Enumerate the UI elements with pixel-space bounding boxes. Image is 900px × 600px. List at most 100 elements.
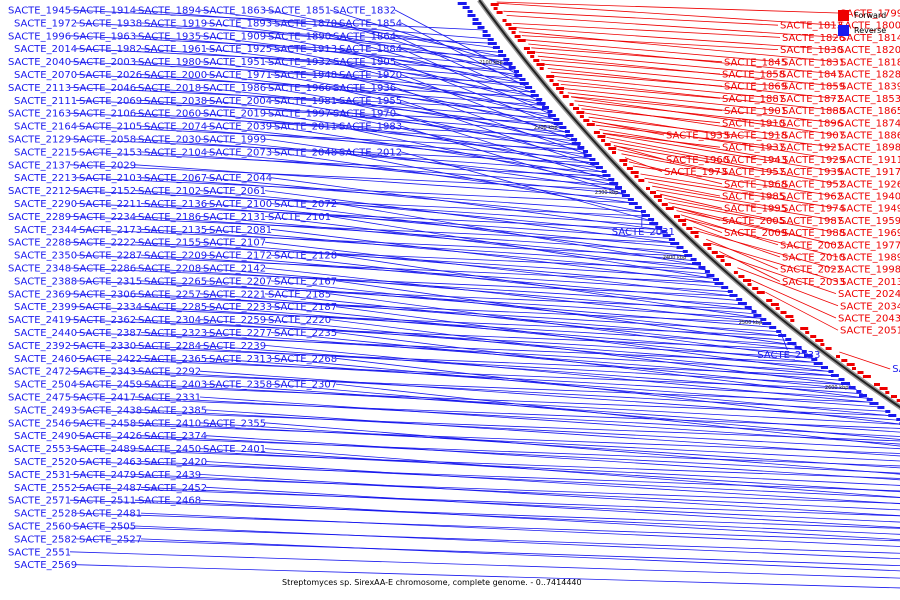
reverse-gene-block [692, 262, 701, 265]
forward-gene-label: SACTE_1933 [666, 131, 729, 142]
reverse-gene-line [69, 61, 526, 84]
reverse-gene-line [134, 293, 780, 332]
reverse-gene-line [69, 422, 900, 454]
reverse-gene-block [737, 302, 747, 305]
reverse-gene-block [721, 286, 729, 289]
forward-gene-block [879, 387, 888, 390]
reverse-gene-label: SACTE_2058 [73, 135, 136, 146]
reverse-gene-label: SACTE_2000 [144, 70, 207, 81]
reverse-gene-label: SACTE_2289 [8, 212, 71, 223]
forward-gene-label: SACTE_1937 [722, 143, 785, 154]
reverse-gene-label: SACTE_2284 [138, 341, 201, 352]
reverse-gene-block [662, 234, 671, 237]
forward-gene-block [556, 87, 565, 90]
reverse-gene-block [841, 382, 850, 385]
reverse-gene-block [642, 214, 650, 217]
reverse-gene-label: SACTE_2105 [79, 122, 142, 133]
forward-gene-block [549, 79, 554, 82]
forward-gene-label: SACTE_1820 [838, 45, 900, 56]
reverse-gene-label: SACTE_1951 [203, 57, 266, 68]
forward-gene-line [621, 153, 781, 185]
reverse-gene-label: SACTE_2315 [79, 276, 142, 287]
forward-gene-line [737, 267, 839, 307]
reverse-gene-label: SACTE_2155 [138, 238, 201, 249]
reverse-gene-block [794, 346, 802, 349]
forward-gene-line [521, 35, 779, 50]
reverse-gene-label: SACTE_2136 [144, 199, 207, 210]
reverse-gene-label: SACTE_1863 [203, 6, 266, 17]
reverse-gene-label: SACTE_2111 [14, 96, 77, 107]
forward-gene-line [617, 149, 721, 172]
forward-gene-line [567, 92, 837, 124]
reverse-gene-label: SACTE_2040 [8, 57, 71, 68]
forward-gene-line [503, 10, 779, 26]
forward-gene-line [544, 63, 781, 87]
reverse-gene-block [627, 198, 634, 201]
forward-gene-label: SACTE_1874 [838, 118, 900, 129]
forward-gene-line [515, 27, 837, 50]
forward-gene-block [630, 171, 639, 174]
reverse-gene-label: SACTE_1938 [79, 18, 142, 29]
forward-gene-line [628, 161, 723, 185]
reverse-gene-block [467, 14, 476, 17]
forward-gene-label: SACTE_1998 [838, 265, 900, 276]
forward-gene-label: SACTE_1907 [782, 131, 845, 142]
reverse-gene-block [769, 326, 777, 329]
reverse-gene-line [140, 177, 644, 213]
reverse-gene-line [199, 396, 900, 445]
forward-gene-block [597, 135, 606, 138]
forward-gene-label: SACTE_1886 [840, 131, 900, 142]
forward-gene-block [496, 11, 503, 14]
reverse-gene-label: SACTE_2286 [73, 264, 136, 275]
forward-gene-label: SACTE_1987 [780, 216, 843, 227]
reverse-gene-label: SACTE_2113 [8, 83, 71, 94]
reverse-gene-label: SACTE_2207 [209, 276, 272, 287]
forward-gene-block [707, 247, 712, 250]
reverse-gene-label: SACTE_2239 [203, 341, 266, 352]
reverse-gene-label: SACTE_2417 [73, 393, 136, 404]
reverse-gene-line [134, 87, 557, 120]
forward-gene-label: SACTE_1814 [840, 33, 900, 44]
reverse-gene-block [785, 338, 792, 341]
reverse-gene-line [394, 35, 542, 102]
forward-gene-block [569, 103, 574, 106]
reverse-gene-line [140, 461, 900, 499]
forward-gene-label: SACTE_1858 [722, 70, 785, 81]
reverse-gene-label: SACTE_2481 [79, 509, 142, 520]
reverse-gene-label: SACTE_2330 [73, 341, 136, 352]
reverse-gene-label: SACTE_2128 [274, 251, 337, 262]
reverse-gene-label: SACTE_2569 [14, 560, 77, 571]
reverse-gene-block [753, 314, 762, 317]
reverse-gene-block [547, 110, 553, 113]
reverse-gene-line [335, 151, 645, 213]
forward-gene-label: SACTE_2051 [840, 326, 900, 337]
forward-gene-label: SACTE_2005 [722, 216, 785, 227]
reverse-gene-block [472, 22, 482, 25]
reverse-gene-line [75, 486, 900, 517]
forward-gene-line [560, 84, 721, 99]
reverse-gene-block [684, 254, 693, 257]
reverse-gene-line [199, 499, 900, 540]
forward-gene-label: SACTE_2010 [782, 253, 845, 264]
forward-gene-line [570, 96, 723, 111]
reverse-gene-label: SACTE_2410 [138, 418, 201, 429]
forward-gene-block [756, 291, 765, 294]
forward-gene-label: SACTE_2002 [780, 240, 843, 251]
reverse-gene-label: SACTE_2365 [144, 354, 207, 365]
reverse-gene-block [462, 6, 470, 9]
forward-gene-label: SACTE_1911 [840, 155, 900, 166]
reverse-gene-label: SACTE_1893 [209, 18, 272, 29]
forward-gene-line [644, 177, 839, 209]
forward-gene-label: SACTE_1929 [782, 155, 845, 166]
forward-gene-block [805, 331, 810, 334]
reverse-gene-label: SACTE_2460 [14, 354, 77, 365]
forward-gene-block [650, 191, 656, 194]
forward-gene-line [506, 15, 839, 38]
reverse-gene-label: SACTE_1920 [339, 70, 402, 81]
legend-label-reverse: Reverse [854, 26, 887, 35]
forward-gene-block [752, 287, 759, 290]
reverse-gene-line [75, 538, 900, 567]
forward-gene-line [664, 198, 779, 221]
forward-gene-label: SACTE_1799 [840, 9, 900, 20]
forward-gene-label: SACTE_2033 [782, 277, 845, 288]
